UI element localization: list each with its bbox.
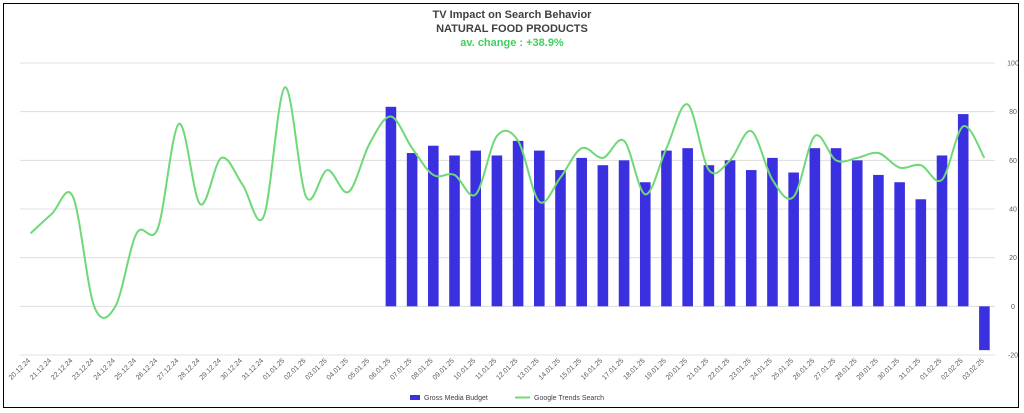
bar (915, 199, 927, 307)
bar (406, 153, 418, 307)
bar (618, 160, 630, 307)
x-tick-label: 18.01.25 (622, 357, 646, 381)
bar (788, 172, 799, 307)
x-tick-label: 21.12.24 (29, 357, 53, 381)
y-tick-label: 20 (1009, 255, 1017, 262)
x-tick-label: 29.12.24 (199, 357, 223, 381)
x-tick-label: 25.01.25 (771, 357, 795, 381)
x-tick-label: 28.12.24 (177, 357, 201, 381)
legend-label-bar: Gross Media Budget (424, 395, 488, 402)
x-tick-label: 24.01.25 (750, 357, 774, 381)
bar (597, 165, 609, 307)
bar (703, 165, 715, 307)
x-tick-label: 13.01.25 (516, 357, 540, 381)
x-tick-label: 10.01.25 (453, 357, 477, 381)
bar (661, 150, 672, 307)
x-tick-label: 14.01.25 (538, 357, 562, 381)
bar (385, 106, 397, 307)
x-tick-label: 25.12.24 (114, 357, 138, 381)
x-tick-label: 11.01.25 (474, 357, 498, 381)
legend-swatch-bar (410, 395, 420, 400)
chart-frame (3, 3, 1019, 408)
x-tick-label: 26.12.24 (135, 357, 159, 381)
x-tick-label: 01.01.25 (262, 357, 286, 381)
x-tick-label: 17.01.25 (601, 357, 625, 381)
x-tick-label: 20.01.25 (665, 357, 689, 381)
chart-titles: TV Impact on Search Behavior NATURAL FOO… (0, 8, 1024, 50)
bar (533, 150, 545, 307)
bar (957, 114, 969, 307)
bar (894, 182, 905, 307)
x-tick-label: 22.12.24 (50, 357, 74, 381)
y-tick-label: 60 (1009, 158, 1017, 165)
x-tick-label: 12.01.25 (495, 357, 519, 381)
y-tick-label: 80 (1009, 109, 1017, 116)
bar (745, 170, 757, 307)
x-tick-label: 19.01.25 (644, 357, 668, 381)
y-tick-label: 40 (1009, 207, 1017, 214)
bar (851, 160, 863, 307)
chart-title: TV Impact on Search Behavior (432, 9, 592, 21)
bar (767, 157, 778, 307)
bar (639, 182, 651, 307)
x-tick-label: 21.01.25 (686, 357, 710, 381)
x-tick-label: 08.01.25 (411, 357, 435, 381)
x-tick-label: 15.01.25 (559, 357, 583, 381)
bar (512, 140, 524, 307)
bar (873, 174, 884, 307)
x-tick-label: 22.01.25 (707, 357, 731, 381)
x-tick-label: 28.01.25 (834, 357, 858, 381)
x-tick-label: 06.01.25 (368, 357, 392, 381)
bar (936, 155, 948, 307)
bar (449, 155, 460, 307)
chart-annotation: av. change : +38.9% (460, 37, 564, 49)
x-tick-label: 02.01.25 (283, 357, 307, 381)
x-tick-label: 01.02.25 (919, 357, 943, 381)
chart-subtitle: NATURAL FOOD PRODUCTS (436, 23, 588, 35)
x-tick-label: 09.01.25 (432, 357, 456, 381)
x-tick-label: 23.12.24 (71, 357, 95, 381)
bar (576, 157, 587, 307)
bar (470, 150, 482, 307)
y-tick-label: 100 (1007, 61, 1019, 68)
bar (428, 145, 439, 307)
line-series (29, 86, 986, 319)
y-tick-label: 0 (1011, 304, 1015, 311)
x-tick-label: 26.01.25 (792, 357, 816, 381)
x-tick-label: 16.01.25 (580, 357, 604, 381)
bar (491, 155, 503, 307)
x-tick-label: 31.01.25 (898, 357, 922, 381)
x-tick-label: 02.02.25 (940, 357, 964, 381)
x-tick-label: 05.01.25 (347, 357, 371, 381)
x-tick-label: 23.01.25 (728, 357, 752, 381)
bar (979, 306, 990, 351)
x-tick-label: 27.12.24 (156, 357, 180, 381)
x-tick-label: 30.01.25 (877, 357, 901, 381)
bar (555, 170, 566, 307)
bar (809, 148, 821, 307)
x-tick-label: 29.01.25 (856, 357, 880, 381)
bar (830, 148, 842, 307)
x-tick-label: 20.12.24 (8, 357, 32, 381)
bar (682, 148, 693, 307)
x-tick-label: 27.01.25 (813, 357, 837, 381)
x-tick-label: 31.12.24 (241, 357, 265, 381)
x-tick-label: 24.12.24 (93, 357, 117, 381)
legend-label-line: Google Trends Search (534, 395, 604, 402)
x-tick-label: 04.01.25 (326, 357, 350, 381)
x-tick-label: 30.12.24 (220, 357, 244, 381)
bar (724, 160, 736, 307)
y-tick-label: -20 (1008, 353, 1018, 360)
x-tick-label: 03.01.25 (305, 357, 329, 381)
x-tick-label: 03.02.25 (962, 357, 986, 381)
x-tick-label: 07.01.25 (389, 357, 413, 381)
